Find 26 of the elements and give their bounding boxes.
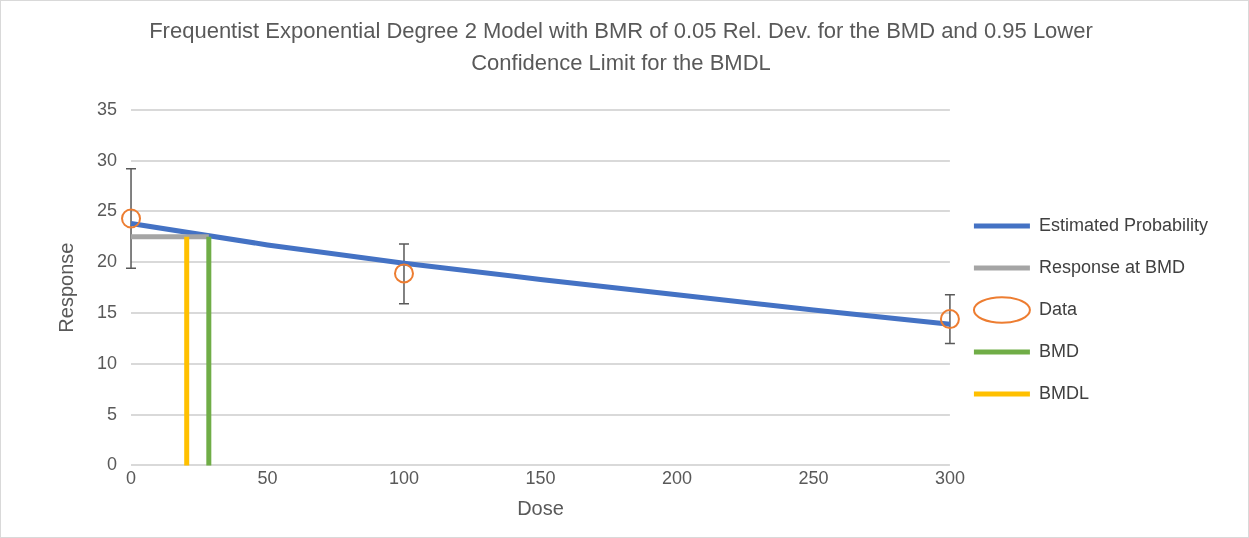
point [939, 309, 960, 330]
legend-label: Estimated Probability [1038, 214, 1208, 235]
y-tick-label: 5 [107, 403, 118, 424]
x-tick-label: 150 [525, 468, 556, 489]
legend-label: BMDL [1038, 382, 1089, 403]
y-tick-label: 30 [96, 149, 118, 170]
y-tick-label: 20 [96, 251, 118, 272]
y-tick-label: 10 [96, 352, 118, 373]
x-tick-label: 250 [798, 468, 829, 489]
x-tick-label: 100 [388, 468, 420, 489]
x-tick-label: 200 [661, 468, 692, 489]
legend-label: Response at BMD [1038, 256, 1185, 277]
x-axis-title: Dose [517, 496, 564, 519]
y-tick-label: 25 [96, 200, 118, 221]
y-tick-label: 35 [96, 98, 118, 119]
y-tick-label: 0 [107, 454, 118, 475]
y-axis-title: Response [54, 242, 77, 333]
point [393, 263, 414, 284]
x-tick-label: 50 [257, 468, 278, 489]
legend-label: BMD [1038, 340, 1079, 361]
x-tick-label: 0 [126, 468, 137, 489]
point [121, 208, 142, 229]
y-tick-label: 15 [96, 301, 118, 322]
x-tick-label: 300 [934, 468, 965, 489]
chart-title: Frequentist Exponential Degree 2 Model with BMR of 0.05 Rel. Dev. for the BMD and 0.95 Lower Confidence Limit for the BMDL [148, 17, 1094, 77]
legend-label: Data [1038, 298, 1078, 319]
